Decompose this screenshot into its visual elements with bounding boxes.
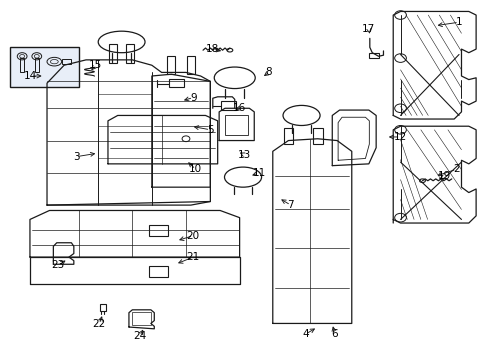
Text: 12: 12 bbox=[393, 132, 407, 142]
Bar bbox=[20, 58, 24, 72]
Text: 4: 4 bbox=[302, 329, 308, 339]
Bar bbox=[132, 312, 151, 325]
Text: 19: 19 bbox=[437, 171, 450, 181]
Bar bbox=[35, 58, 39, 72]
Text: 10: 10 bbox=[189, 164, 202, 174]
Bar bbox=[109, 44, 117, 63]
Text: 17: 17 bbox=[362, 24, 375, 35]
Bar bbox=[10, 47, 79, 87]
Bar bbox=[167, 56, 175, 74]
Text: 18: 18 bbox=[206, 44, 219, 54]
Text: 3: 3 bbox=[73, 152, 80, 162]
Bar bbox=[126, 44, 134, 63]
Text: 5: 5 bbox=[206, 125, 213, 135]
Text: 21: 21 bbox=[186, 252, 200, 262]
Bar bbox=[100, 305, 105, 311]
Text: 11: 11 bbox=[252, 168, 265, 178]
Bar bbox=[149, 225, 167, 235]
Bar bbox=[186, 56, 194, 74]
Text: 2: 2 bbox=[452, 164, 459, 174]
Text: 20: 20 bbox=[186, 231, 200, 240]
Text: 16: 16 bbox=[232, 103, 246, 113]
Text: 13: 13 bbox=[237, 150, 251, 160]
Text: 23: 23 bbox=[52, 260, 65, 270]
Bar bbox=[221, 101, 235, 110]
Bar bbox=[224, 116, 248, 135]
Text: 1: 1 bbox=[455, 17, 462, 27]
Bar bbox=[283, 128, 293, 144]
Bar bbox=[61, 59, 71, 64]
Text: 24: 24 bbox=[133, 331, 146, 341]
Text: 22: 22 bbox=[92, 319, 105, 329]
Text: 8: 8 bbox=[265, 67, 272, 77]
Bar bbox=[168, 79, 183, 87]
Bar bbox=[368, 53, 378, 58]
Text: 15: 15 bbox=[89, 60, 102, 70]
Text: 9: 9 bbox=[190, 93, 196, 103]
Text: 6: 6 bbox=[331, 329, 337, 339]
Bar bbox=[149, 266, 167, 277]
Bar bbox=[312, 128, 322, 144]
Text: 14: 14 bbox=[24, 71, 38, 81]
Text: 7: 7 bbox=[287, 200, 294, 210]
